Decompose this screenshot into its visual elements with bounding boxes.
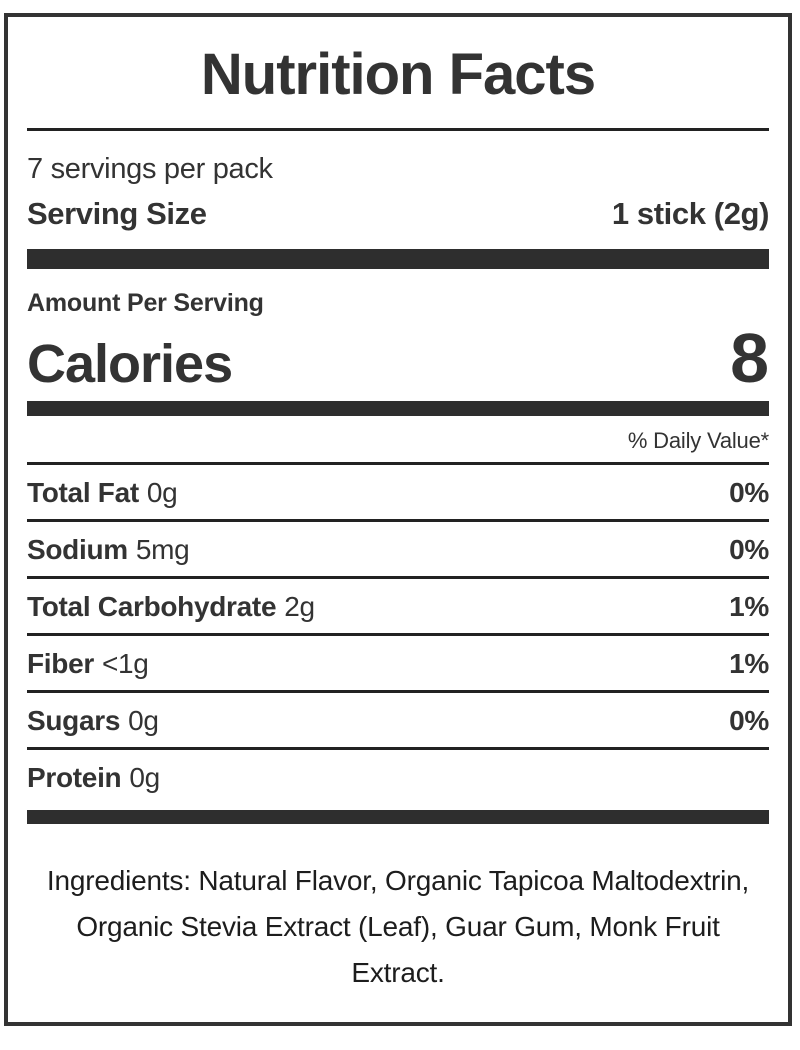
nutrient-row-sugars: Sugars 0g 0% xyxy=(27,693,769,750)
nutrient-name: Sodium xyxy=(27,533,128,565)
nutrient-amount: 5mg xyxy=(135,533,190,565)
nutrient-row-protein: Protein 0g xyxy=(27,750,769,804)
nutrient-amount: <1g xyxy=(101,647,149,679)
nutrient-daily-value: 0% xyxy=(729,704,769,736)
nutrient-amount: 2g xyxy=(284,590,315,622)
nutrient-left: Total Carbohydrate 2g xyxy=(27,591,315,623)
nutrient-row-total-carbohydrate: Total Carbohydrate 2g 1% xyxy=(27,579,769,636)
nutrient-name: Protein xyxy=(27,761,122,793)
nutrient-row-fiber: Fiber <1g 1% xyxy=(27,636,769,693)
nutrient-daily-value: 1% xyxy=(729,647,769,679)
nutrient-row-total-fat: Total Fat 0g 0% xyxy=(27,465,769,522)
nutrient-amount: 0g xyxy=(129,761,160,793)
thick-divider-top xyxy=(27,248,769,269)
nutrient-name: Total Fat xyxy=(27,476,139,508)
servings-per-pack: 7 servings per pack xyxy=(27,152,273,185)
nutrient-row-sodium: Sodium 5mg 0% xyxy=(27,522,769,579)
nutrient-left: Fiber <1g xyxy=(27,648,149,680)
daily-value-divider xyxy=(27,461,769,465)
thick-divider-calories xyxy=(27,400,769,416)
nutrient-name: Sugars xyxy=(27,704,121,736)
nutrient-left: Sodium 5mg xyxy=(27,533,190,566)
label-title: Nutrition Facts xyxy=(200,42,596,107)
nutrient-amount: 0g xyxy=(128,704,159,736)
thick-divider-bottom xyxy=(27,809,769,824)
serving-size-row: Serving Size 1 stick (2g) xyxy=(27,196,769,232)
nutrient-left: Sugars 0g xyxy=(27,705,159,737)
ingredients-text: Ingredients: Natural Flavor, Organic Tap… xyxy=(46,864,750,988)
nutrient-left: Protein 0g xyxy=(27,762,160,794)
title-divider xyxy=(27,127,769,131)
serving-size-label: Serving Size xyxy=(27,195,207,231)
calories-row: Calories 8 xyxy=(27,318,769,397)
calories-value: 8 xyxy=(730,318,769,397)
amount-per-serving-label: Amount Per Serving xyxy=(27,288,264,317)
nutrient-amount: 0g xyxy=(146,476,178,508)
nutrient-name: Total Carbohydrate xyxy=(27,590,277,622)
nutrition-facts-label: Nutrition Facts 7 servings per pack Serv… xyxy=(4,13,792,1026)
nutrient-daily-value: 0% xyxy=(729,476,769,508)
nutrient-daily-value: 1% xyxy=(729,590,769,622)
calories-label: Calories xyxy=(27,333,233,394)
nutrient-name: Fiber xyxy=(27,647,94,679)
nutrient-daily-value: 0% xyxy=(729,533,769,565)
serving-size-value: 1 stick (2g) xyxy=(611,195,770,231)
nutrient-left: Total Fat 0g xyxy=(27,476,178,509)
daily-value-header: % Daily Value* xyxy=(627,427,769,453)
